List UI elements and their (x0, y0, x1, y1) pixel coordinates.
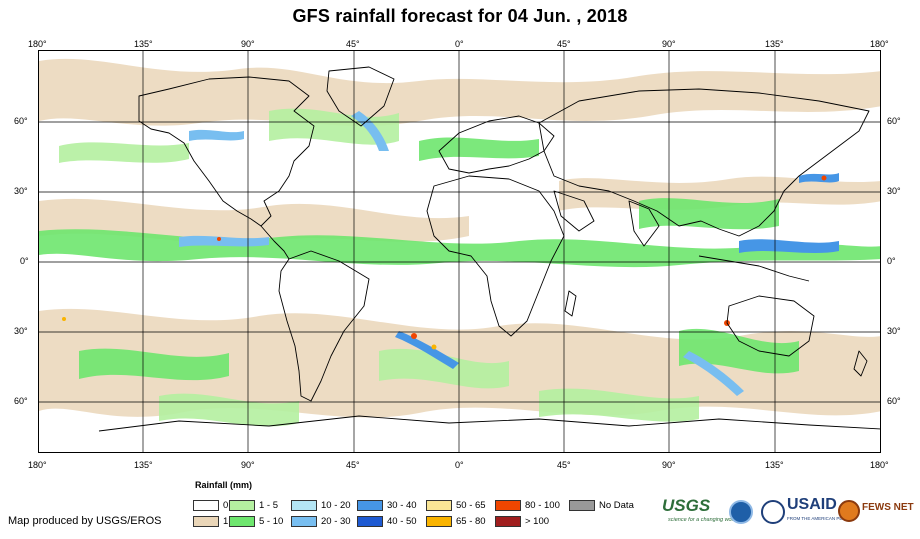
africa-outline (426, 175, 565, 337)
legend-label-8: 50 - 65 (456, 500, 486, 511)
legend-label-12: No Data (599, 500, 634, 511)
rainfall-map (38, 50, 881, 453)
top-lon-label: 90° (662, 39, 676, 49)
top-lon-label: 0° (455, 39, 464, 49)
right-lat-label: 30° (887, 186, 901, 196)
fewsnet-logo-text: FEWS NET (862, 502, 914, 513)
bottom-lon-label: 45° (346, 460, 360, 470)
bottom-lon-label: 90° (662, 460, 676, 470)
north-america-outline (138, 76, 315, 227)
legend-label-1: 1 (223, 516, 229, 527)
madagascar-outline (564, 290, 577, 317)
graticule (39, 51, 880, 452)
credit-text: Map produced by USGS/EROS (8, 515, 162, 527)
new-zealand-outline (853, 350, 868, 377)
central-america-outline (260, 225, 290, 260)
legend-label-4: 10 - 20 (321, 500, 351, 511)
arabia-outline (553, 190, 595, 232)
legend-label-0: 0 (223, 500, 229, 511)
bottom-lon-label: 135° (134, 460, 153, 470)
antarctica-outline (98, 415, 880, 432)
top-lon-label: 45° (557, 39, 571, 49)
legend-label-7: 40 - 50 (387, 516, 417, 527)
legend-label-11: > 100 (525, 516, 550, 527)
bottom-lon-label: 45° (557, 460, 571, 470)
legend-label-5: 20 - 30 (321, 516, 351, 527)
legend-title: Rainfall (mm) (195, 480, 253, 490)
legend-swatch-2 (229, 500, 255, 511)
usgs-logo: USGS science for a changing world (660, 496, 738, 530)
greenland-outline (326, 66, 395, 127)
legend-label-9: 65 - 80 (456, 516, 486, 527)
top-lon-label: 45° (346, 39, 360, 49)
legend-swatch-4 (291, 500, 317, 511)
fewsnet-globe-icon (838, 500, 860, 522)
usgs-logo-text: USGS (662, 496, 711, 515)
legend-swatch-10 (495, 500, 521, 511)
australia-outline (726, 295, 815, 357)
legend-swatch-0 (193, 500, 219, 511)
top-lon-label: 180° (870, 39, 889, 49)
legend-swatch-1 (193, 516, 219, 527)
indonesia-outline (698, 255, 810, 282)
right-lat-label: 60° (887, 396, 901, 406)
bottom-lon-label: 180° (28, 460, 47, 470)
left-lat-label: 30° (14, 326, 28, 336)
usaid-logo: USAID FROM THE AMERICAN PEOPLE (787, 496, 854, 530)
top-lon-label: 135° (765, 39, 784, 49)
asia-outline (538, 88, 870, 237)
legend-swatch-9 (426, 516, 452, 527)
bottom-lon-label: 90° (241, 460, 255, 470)
right-lat-label: 0° (887, 256, 896, 266)
left-lat-label: 0° (20, 256, 29, 266)
top-lon-label: 90° (241, 39, 255, 49)
usgs-tagline: science for a changing world (668, 517, 738, 523)
fewsnet-logo: FEWS NET (838, 498, 916, 528)
noaa-logo-icon (729, 500, 753, 524)
bottom-lon-label: 135° (765, 460, 784, 470)
india-outline (628, 200, 660, 247)
legend-label-2: 1 - 5 (259, 500, 279, 511)
top-lon-label: 135° (134, 39, 153, 49)
left-lat-label: 30° (14, 186, 28, 196)
heavy-rain-layer (62, 111, 839, 396)
legend-label-3: 5 - 10 (259, 516, 284, 527)
moderate-rain-layer (39, 108, 880, 427)
rainfall-map-canvas (39, 51, 880, 452)
legend-swatch-3 (229, 516, 255, 527)
right-lat-label: 30° (887, 326, 901, 336)
usaid-tagline: FROM THE AMERICAN PEOPLE (787, 516, 855, 521)
legend-label-6: 30 - 40 (387, 500, 417, 511)
coastlines (98, 66, 880, 432)
left-lat-label: 60° (14, 396, 28, 406)
legend-swatch-7 (357, 516, 383, 527)
usaid-logo-text: USAID (787, 496, 837, 513)
legend-swatch-5 (291, 516, 317, 527)
legend-swatch-11 (495, 516, 521, 527)
legend-label-10: 80 - 100 (525, 500, 560, 511)
usaid-seal-icon (761, 500, 785, 524)
top-lon-label: 180° (28, 39, 47, 49)
bottom-lon-label: 180° (870, 460, 889, 470)
legend-swatch-8 (426, 500, 452, 511)
left-lat-label: 60° (14, 116, 28, 126)
bottom-lon-label: 0° (455, 460, 464, 470)
south-america-outline (278, 250, 370, 402)
right-lat-label: 60° (887, 116, 901, 126)
legend-swatch-12 (569, 500, 595, 511)
map-title: GFS rainfall forecast for 04 Jun. , 2018 (292, 6, 628, 26)
legend-swatch-6 (357, 500, 383, 511)
